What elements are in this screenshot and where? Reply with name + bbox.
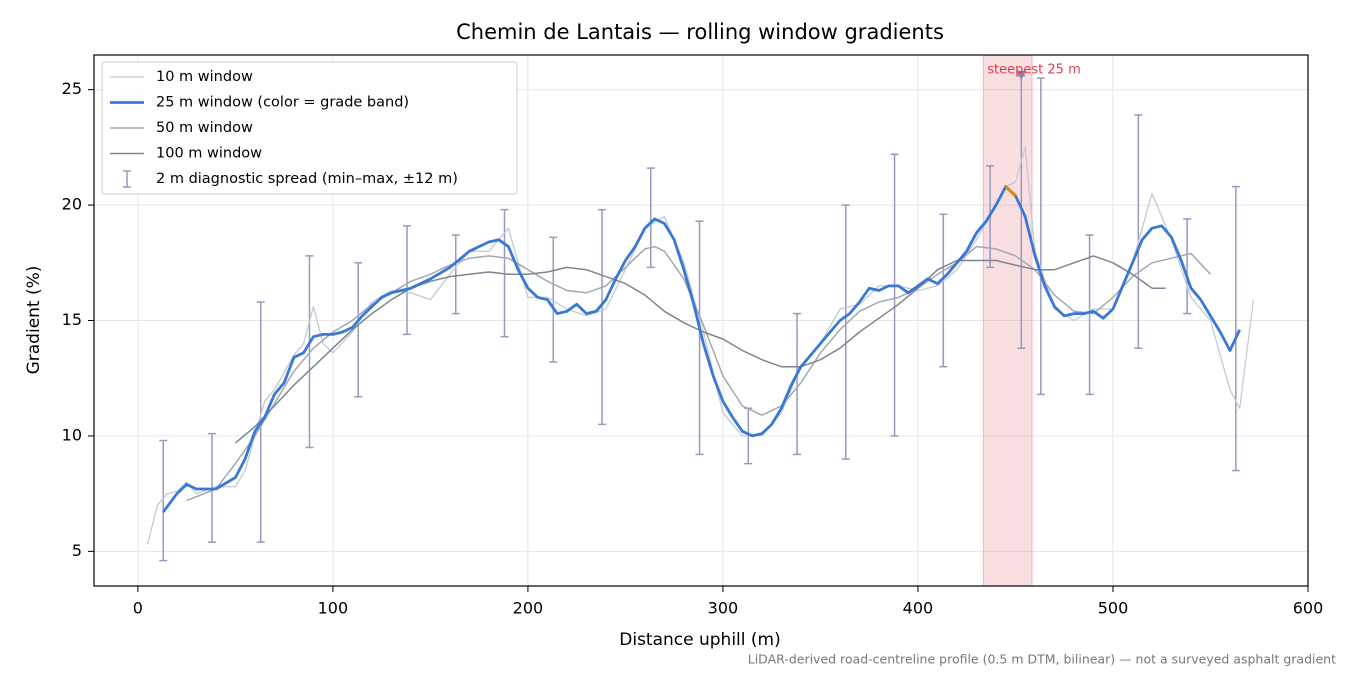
legend-label: 100 m window [156, 146, 262, 162]
error-bar [890, 153, 899, 437]
legend-box [101, 61, 518, 195]
error-bar [646, 167, 655, 269]
error-bar [1183, 218, 1192, 315]
x-tick-label: 400 [903, 599, 934, 618]
error-bar [793, 312, 802, 456]
error-bar [598, 208, 607, 426]
legend-label: 10 m window [156, 69, 253, 85]
error-bar [1036, 77, 1045, 396]
error-bar [1231, 185, 1240, 472]
y-tick-label: 20 [62, 195, 82, 214]
legend-label: 2 m diagnostic spread (min–max, ±12 m) [156, 171, 458, 187]
y-tick-label: 5 [72, 541, 82, 560]
annotation: steepest 25 m [987, 63, 1080, 78]
y-tick-label: 10 [62, 425, 82, 444]
y-axis-label: Gradient (%) [24, 266, 44, 375]
error-bar [354, 262, 363, 398]
error-bar [403, 225, 412, 336]
x-tick-label: 100 [318, 599, 349, 618]
error-bar [695, 220, 704, 456]
series-line [162, 185, 1241, 513]
chart-title: Chemin de Lantais — rolling window gradi… [456, 20, 944, 44]
series-highlight [1004, 185, 1017, 197]
error-bar [841, 204, 850, 460]
steepest-marker [1016, 70, 1027, 80]
plot-frame [93, 54, 1309, 587]
series-line [186, 245, 1212, 502]
series-line [146, 146, 1255, 545]
footnote: LiDAR-derived road-centreline profile (0… [748, 652, 1336, 667]
error-bar [159, 439, 168, 562]
highlight-band [982, 54, 1033, 587]
series-line [234, 255, 1166, 444]
x-tick-label: 500 [1098, 599, 1129, 618]
error-bar [549, 236, 558, 363]
y-tick-label: 25 [62, 79, 82, 98]
error-bar [939, 213, 948, 368]
x-tick-label: 300 [708, 599, 739, 618]
error-bar [1134, 114, 1143, 349]
y-tick-label: 15 [62, 310, 82, 329]
x-tick-label: 600 [1293, 599, 1324, 618]
x-axis-label: Distance uphill (m) [619, 630, 780, 650]
error-bar [451, 234, 460, 315]
x-tick-label: 0 [133, 599, 143, 618]
legend-label: 50 m window [156, 120, 253, 136]
legend-label: 25 m window (color = grade band) [156, 95, 409, 111]
error-bar [1085, 234, 1094, 396]
x-tick-label: 200 [513, 599, 544, 618]
